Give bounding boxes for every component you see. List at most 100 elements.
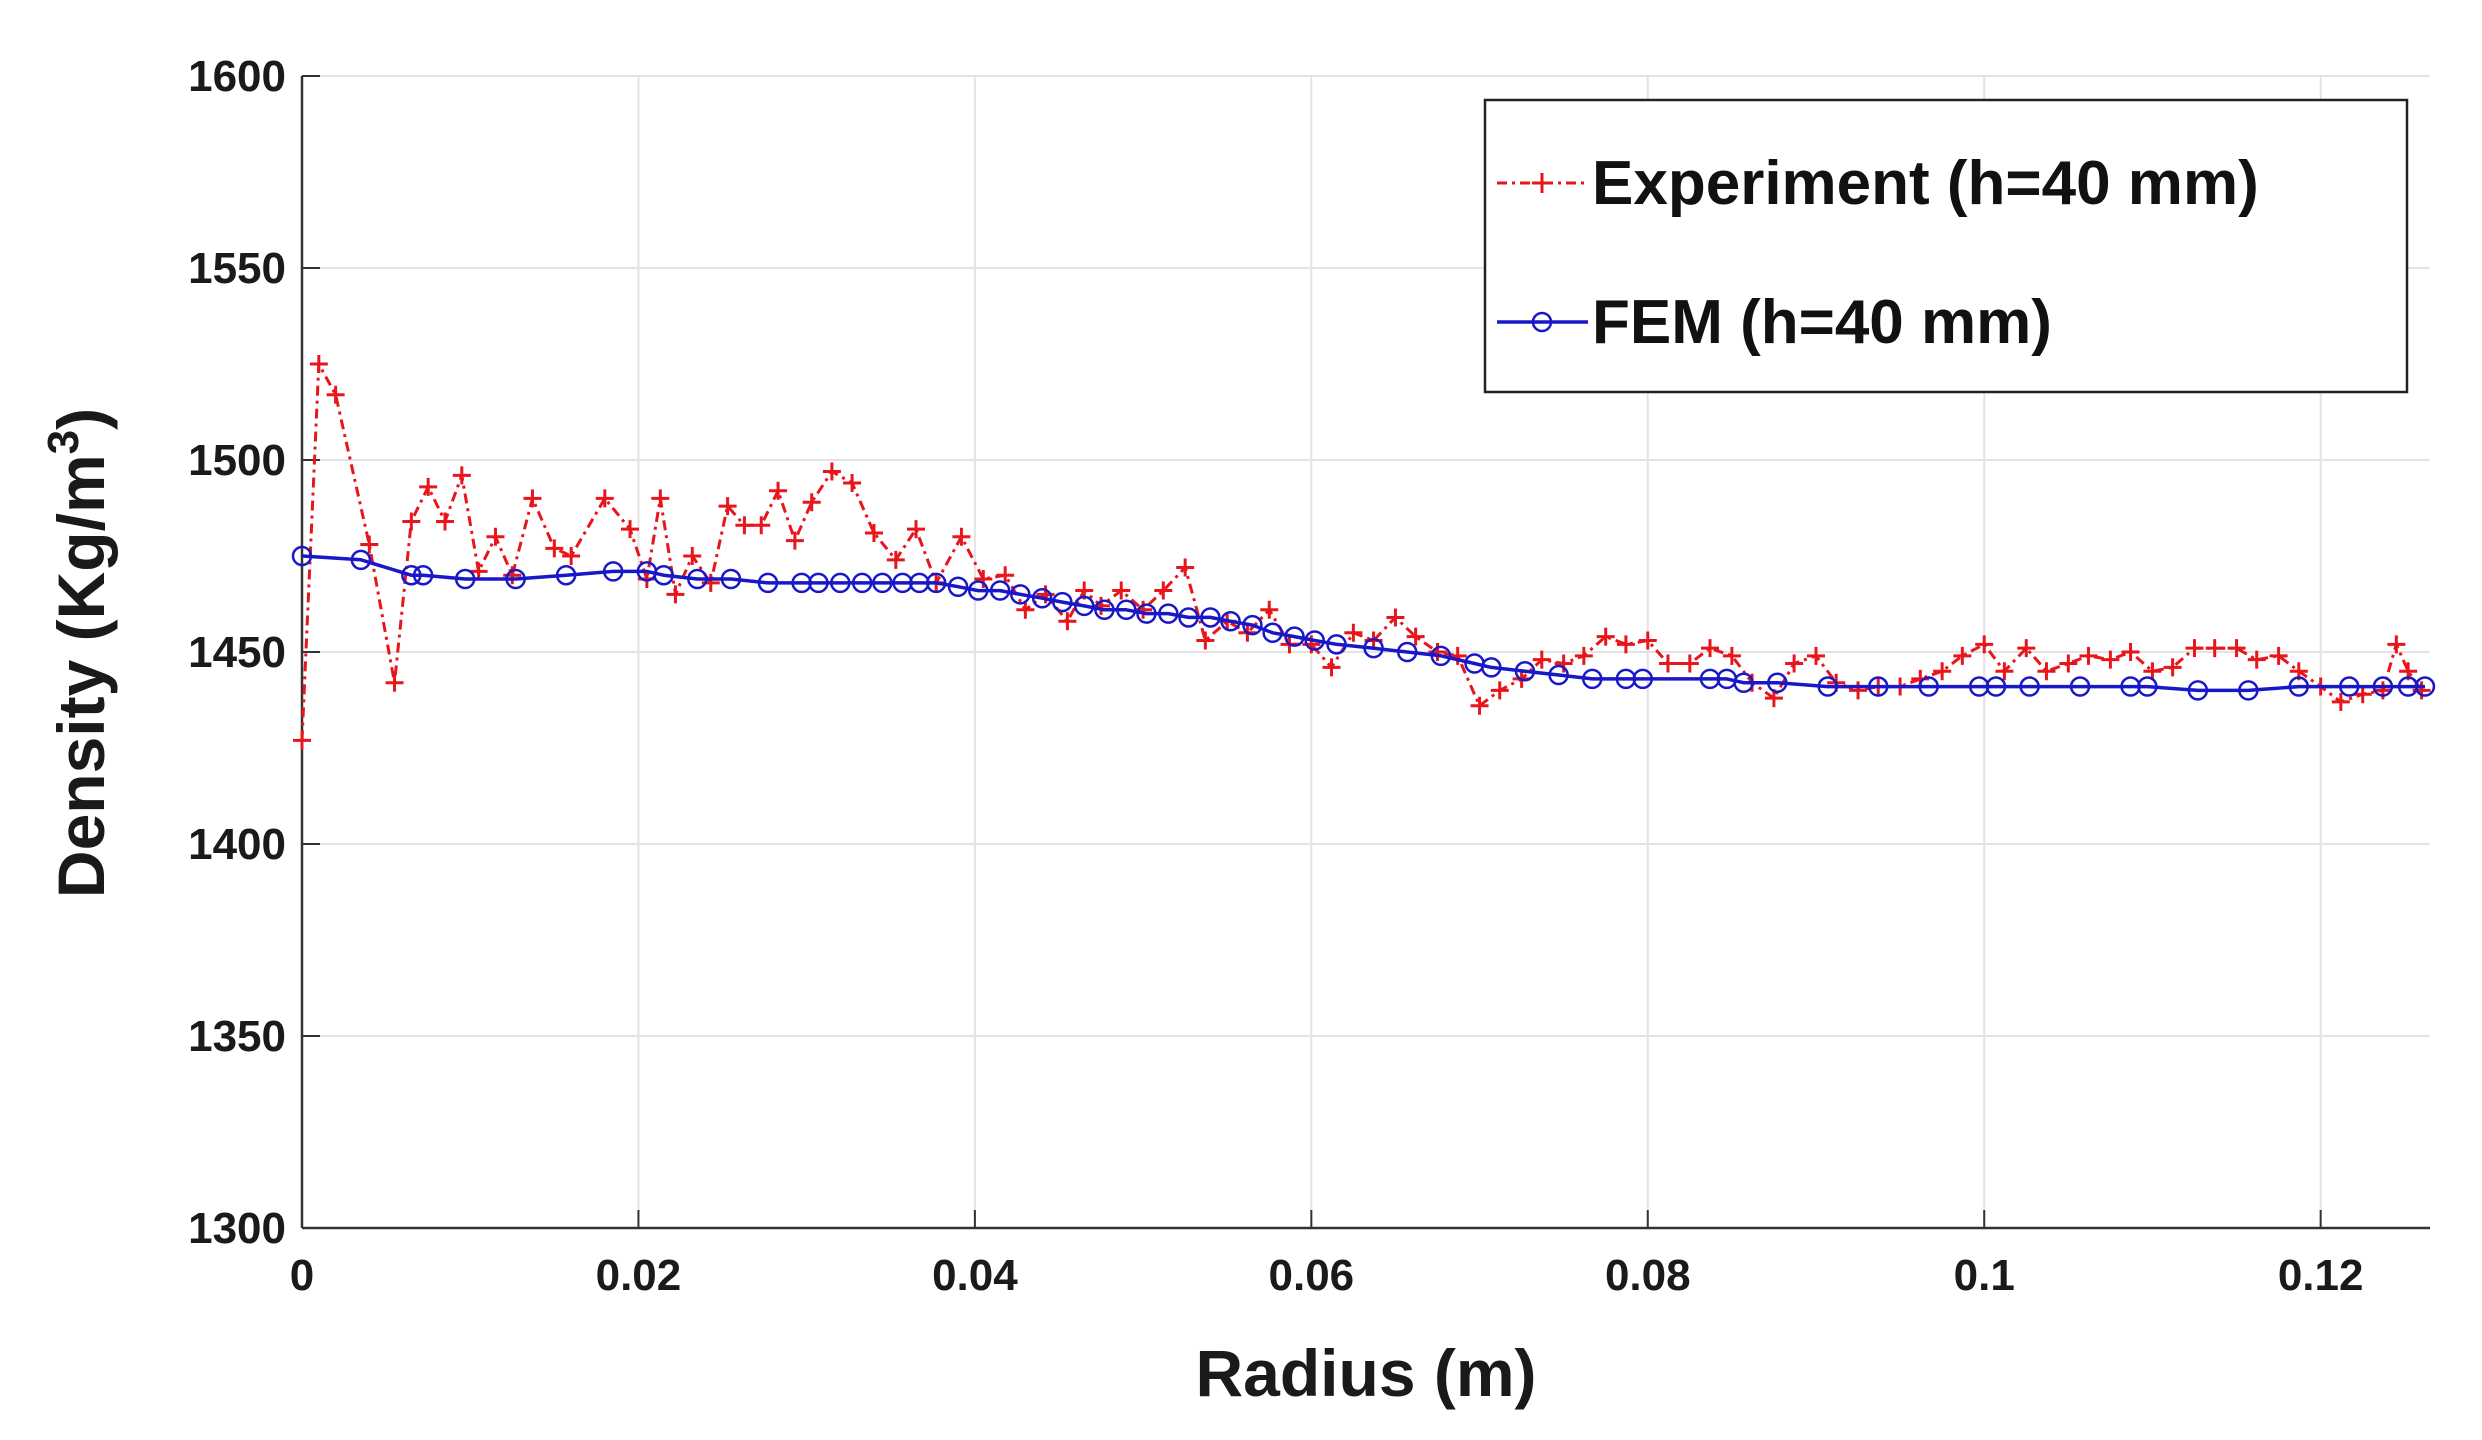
data-point-experiment — [2269, 646, 2288, 665]
data-point-experiment — [2037, 662, 2056, 681]
data-point-experiment — [1638, 631, 1657, 650]
data-point-experiment — [1806, 646, 1825, 665]
data-point-fem — [555, 564, 577, 586]
data-point-fem — [1918, 676, 1939, 697]
y-axis-label-main: Density (Kg/m — [44, 454, 118, 898]
data-point-fem — [1116, 599, 1137, 621]
x-tick-label: 0 — [290, 1251, 314, 1300]
data-point-experiment — [293, 731, 311, 750]
data-point-experiment — [1785, 654, 1804, 673]
data-point-fem — [1031, 587, 1053, 609]
data-point-experiment — [1058, 612, 1077, 631]
data-point-fem — [1867, 676, 1889, 697]
data-point-fem — [720, 568, 742, 590]
data-point-experiment — [752, 516, 771, 535]
data-point-fem — [505, 568, 526, 590]
x-tick-label: 0.06 — [1269, 1251, 1355, 1300]
data-point-experiment — [1176, 558, 1195, 577]
data-point-fem — [2414, 676, 2436, 697]
data-point-fem — [851, 572, 873, 594]
data-point-fem — [1733, 672, 1754, 693]
x-tick-label: 0.04 — [932, 1251, 1018, 1300]
legend: Experiment (h=40 mm) FEM (h=40 mm) — [1483, 98, 2409, 394]
data-point-experiment — [843, 474, 862, 493]
data-point-experiment — [2079, 646, 2098, 665]
y-tick-label: 1400 — [188, 820, 286, 869]
data-point-fem — [1242, 614, 1263, 636]
series-layer — [291, 355, 2436, 750]
data-point-experiment — [1448, 646, 1467, 665]
data-point-experiment — [1680, 654, 1699, 673]
y-tick-label: 1300 — [188, 1204, 286, 1253]
data-point-experiment — [1112, 581, 1131, 600]
data-point-fem — [2339, 676, 2360, 697]
data-point-fem — [653, 564, 674, 586]
data-point-fem — [1582, 668, 1603, 690]
data-point-experiment — [802, 493, 821, 512]
data-point-experiment — [385, 673, 404, 692]
data-point-experiment — [2227, 639, 2246, 658]
data-point-fem — [1548, 664, 1569, 686]
data-point-fem — [1326, 634, 1347, 655]
data-point-fem — [967, 580, 989, 601]
legend-experiment-label: Experiment (h=40 mm) — [1592, 149, 2259, 218]
data-point-fem — [1136, 603, 1157, 624]
data-point-experiment — [1975, 635, 1994, 654]
data-point-experiment — [1016, 600, 1035, 619]
y-tick-label: 1350 — [188, 1012, 286, 1061]
data-point-fem — [2288, 676, 2310, 697]
legend-fem-label: FEM (h=40 mm) — [1592, 288, 2052, 357]
data-point-experiment — [735, 516, 754, 535]
data-point-fem — [412, 564, 434, 586]
data-point-experiment — [1490, 681, 1509, 700]
data-point-fem — [401, 564, 422, 586]
y-tick-label: 1550 — [188, 244, 286, 293]
data-point-experiment — [1260, 600, 1279, 619]
data-point-experiment — [1722, 646, 1741, 665]
data-point-experiment — [769, 481, 788, 500]
data-point-experiment — [2331, 692, 2350, 711]
data-point-experiment — [2247, 650, 2266, 669]
data-point-fem — [1817, 676, 1839, 697]
data-point-fem — [830, 572, 851, 594]
data-point-fem — [1284, 626, 1305, 647]
data-point-experiment — [1406, 627, 1425, 646]
y-axis-label-superscript: 3 — [39, 430, 88, 454]
data-point-experiment — [1953, 646, 1972, 665]
data-point-experiment — [326, 385, 345, 404]
data-point-experiment — [1386, 608, 1405, 627]
data-point-experiment — [651, 489, 670, 508]
data-point-fem — [454, 568, 476, 590]
data-point-fem — [2137, 676, 2158, 697]
data-point-experiment — [1196, 631, 1215, 650]
data-point-fem — [1481, 657, 1502, 678]
data-point-experiment — [360, 535, 379, 554]
data-point-fem — [1094, 599, 1115, 621]
data-point-fem — [757, 572, 779, 594]
data-point-fem — [1262, 622, 1283, 644]
data-point-experiment — [452, 466, 471, 485]
data-point-fem — [1514, 660, 1536, 682]
data-point-experiment — [595, 489, 614, 508]
data-point-experiment — [523, 489, 542, 508]
x-tick-label: 0.1 — [1954, 1251, 2015, 1300]
data-point-experiment — [2143, 662, 2162, 681]
data-point-experiment — [309, 355, 328, 373]
data-point-experiment — [1616, 635, 1635, 654]
data-point-fem — [1304, 630, 1325, 651]
y-tick-label: 1500 — [188, 436, 286, 485]
data-point-experiment — [2017, 639, 2036, 658]
data-point-experiment — [545, 539, 564, 558]
data-point-fem — [1430, 645, 1452, 667]
data-point-experiment — [1596, 627, 1615, 646]
data-point-fem — [1158, 603, 1179, 624]
data-point-experiment — [952, 527, 971, 546]
legend-fem-marker — [1531, 311, 1553, 333]
data-point-experiment — [486, 527, 505, 546]
x-tick-label: 0.12 — [2278, 1251, 2364, 1300]
data-point-experiment — [974, 570, 993, 589]
data-point-fem — [2069, 676, 2091, 697]
data-point-fem — [350, 549, 372, 571]
data-point-experiment — [822, 462, 841, 481]
x-tick-label: 0.02 — [596, 1251, 682, 1300]
